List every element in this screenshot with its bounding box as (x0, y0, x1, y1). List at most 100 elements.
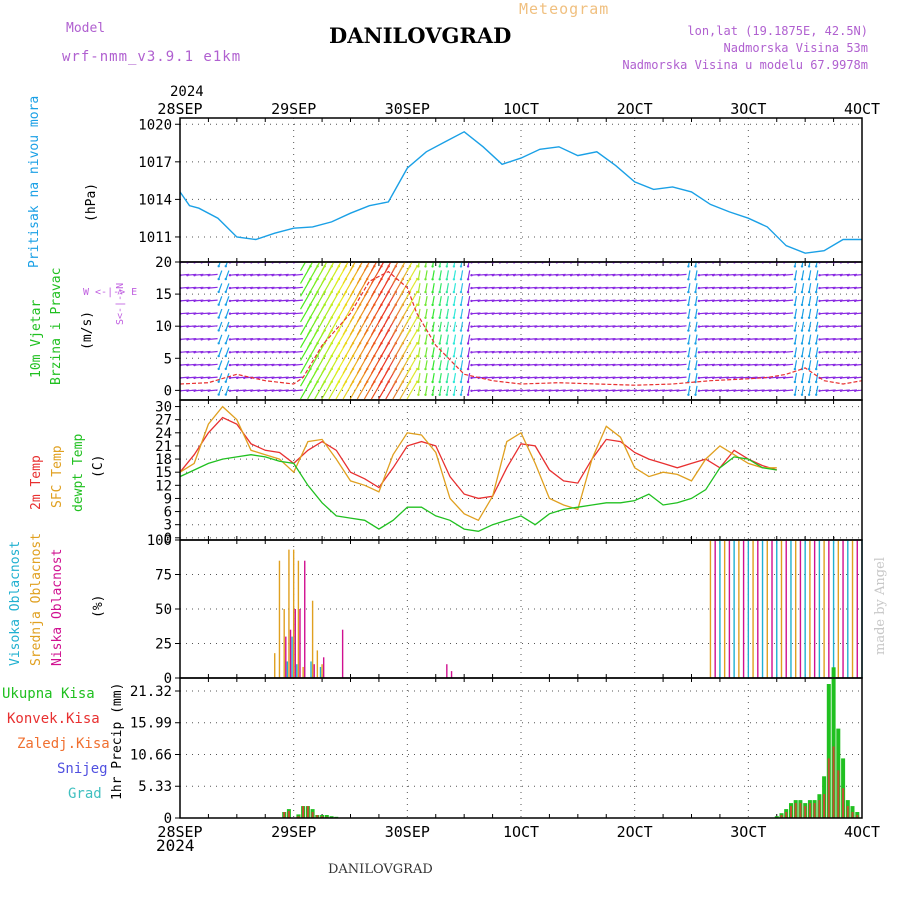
wind-arrow-head (761, 312, 764, 315)
wind-arrow-head (466, 316, 470, 319)
wind-arrow-head (711, 338, 715, 341)
wind-arrow-head (424, 380, 427, 384)
wind-arrow-head (754, 286, 757, 290)
wind-arrow-head (818, 389, 821, 392)
wind-arrow (694, 347, 698, 357)
wind-arrow-head (477, 274, 480, 277)
wind-arrow-head (562, 274, 566, 277)
legend-convective-rain: Konvek.Kisa (7, 711, 100, 727)
wind-arrow-head (200, 351, 203, 354)
wind-arrow-head (200, 312, 203, 315)
wind-arrow-head (417, 316, 420, 319)
wind-arrow-head (466, 380, 470, 384)
wind-arrow (467, 347, 471, 357)
wind-arrow-head (793, 393, 797, 396)
wind-arrow-head (647, 274, 651, 277)
wind-arrow-head (186, 325, 189, 328)
wind-ytick-label: 0 (164, 383, 172, 399)
wind-arrow (208, 389, 218, 392)
wind-arrow (687, 270, 691, 280)
wind-arrow-head (591, 376, 594, 380)
wind-arrow-head (207, 286, 210, 290)
wind-arrow-head (224, 342, 227, 345)
wind-arrow-head (775, 325, 779, 328)
total-rain-bar (324, 815, 329, 818)
wind-arrow-head (278, 363, 281, 367)
temp-ytick-label: 12 (155, 478, 172, 494)
wind-arrow-head (541, 312, 544, 315)
wind-arrow (417, 262, 420, 267)
wind-arrow-head (555, 286, 558, 290)
wind-arrow-head (505, 389, 509, 392)
wind-arrow-head (417, 355, 420, 358)
wind-arrow (446, 283, 449, 293)
wind-arrow-head (477, 389, 480, 392)
wind-arrow-head (452, 278, 456, 281)
wind-arrow-head (224, 290, 227, 294)
wind-arrow-head (424, 355, 427, 358)
wind-arrow-head (818, 299, 821, 303)
wind-arrow-head (417, 290, 420, 294)
wind-arrow-head (782, 286, 786, 290)
wind-arrow-head (768, 312, 772, 315)
wind-arrow-head (612, 363, 615, 367)
wind-arrow-head (655, 389, 658, 392)
wind-ytick-label: 15 (155, 287, 172, 303)
wind-arrow-head (768, 389, 772, 392)
wind-arrow-head (217, 354, 220, 358)
wind-arrow (815, 283, 819, 293)
wind-arrow-head (562, 363, 566, 367)
wind-arrow-head (740, 312, 743, 315)
wind-arrow (439, 262, 442, 267)
wind-arrow-head (726, 325, 729, 328)
wind-arrow-head (846, 325, 850, 328)
wind-arrow-head (669, 389, 672, 392)
wind-arrow-head (491, 376, 494, 380)
wind-arrow-head (235, 363, 239, 367)
wind-arrow (794, 347, 798, 357)
wind-arrow-head (520, 325, 523, 328)
wind-arrow (446, 372, 449, 383)
wind-arrow-head (853, 286, 857, 290)
wind-arrow (424, 295, 428, 306)
wind-arrow-head (818, 325, 821, 328)
wind-arrow-head (697, 299, 701, 303)
temp-ytick-label: 24 (155, 426, 172, 442)
wind-arrow (453, 295, 457, 306)
wind-arrow-head (459, 329, 463, 332)
wind-arrow-head (491, 286, 494, 290)
wind-arrow-head (527, 376, 530, 380)
wind-arrow (808, 270, 812, 280)
temp-ytick-label: 15 (155, 465, 172, 481)
wind-arrow-head (605, 351, 608, 354)
wind-arrow (467, 372, 471, 383)
wind-arrow-head (207, 338, 210, 341)
wind-arrow-head (633, 274, 637, 277)
wind-arrow-head (793, 355, 797, 358)
cloud-ytick-label: 100 (147, 533, 172, 549)
wind-arrow-head (235, 286, 239, 290)
wind-arrow-head (640, 363, 644, 367)
wind-arrow-head (669, 351, 672, 354)
wind-arrow-head (761, 274, 764, 277)
x-tick-label-bottom: 29SEP (271, 823, 316, 841)
wind-arrow-head (619, 338, 622, 341)
wind-arrow-head (815, 342, 818, 345)
wind-arrow-head (505, 312, 509, 315)
wind-arrow-head (662, 389, 665, 392)
wind-arrow-head (257, 389, 260, 392)
wind-arrow-head (815, 367, 818, 371)
wind-arrow-head (520, 351, 523, 354)
wind-arrow-head (740, 274, 743, 277)
wind-arrow-head (264, 363, 267, 367)
wind-arrow-head (498, 338, 502, 341)
wind-arrow-head (576, 351, 580, 354)
wind-arrow-head (445, 303, 448, 307)
wind-arrow (460, 334, 464, 344)
wind-arrow (855, 312, 862, 315)
wind-arrow-head (853, 274, 857, 277)
wind-arrow-head (424, 367, 427, 371)
convective-rain-bar (287, 810, 290, 818)
wind-arrow-head (719, 312, 722, 315)
wind-arrow-head (584, 299, 587, 303)
